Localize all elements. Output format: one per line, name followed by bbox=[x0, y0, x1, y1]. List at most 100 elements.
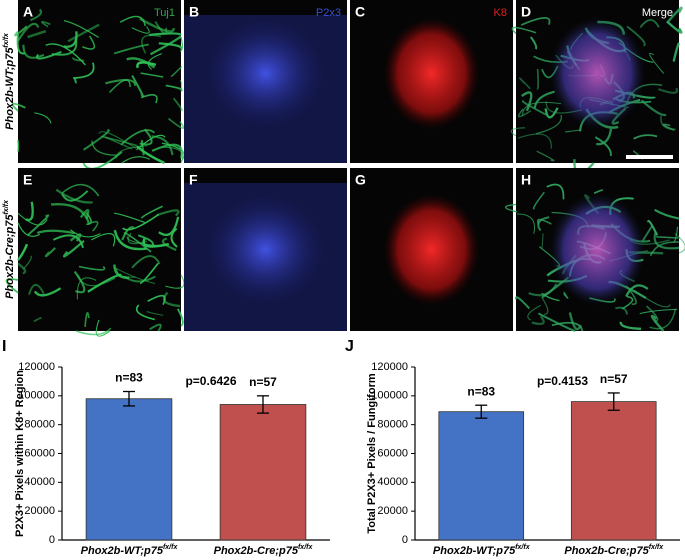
nerve-fiber bbox=[63, 19, 99, 38]
nerve-fiber bbox=[131, 26, 150, 34]
taste-bud bbox=[383, 17, 480, 130]
nerve-fiber bbox=[522, 101, 562, 116]
nerve-fiber bbox=[69, 229, 101, 238]
x-tick-label-sup: fx/fx bbox=[515, 544, 531, 551]
nerve-fiber bbox=[146, 311, 164, 316]
nerve-fiber bbox=[121, 226, 135, 241]
x-tick-label-text: Phox2b-Cre;p75 bbox=[564, 545, 649, 557]
nerve-fiber bbox=[650, 314, 665, 332]
x-tick-label-sup: fx/fx bbox=[163, 544, 179, 551]
nerve-fiber bbox=[51, 37, 78, 56]
nerve-fiber bbox=[126, 236, 159, 247]
nerve-fiber bbox=[649, 52, 665, 74]
nerve-fiber bbox=[83, 129, 110, 151]
nerve-fiber bbox=[167, 117, 185, 129]
nerve-fiber bbox=[34, 112, 52, 124]
nerve-fiber bbox=[14, 25, 28, 37]
nerve-fiber bbox=[131, 74, 145, 98]
nerve-fiber bbox=[504, 203, 518, 213]
y-tick-label: 60000 bbox=[24, 447, 55, 459]
x-tick-label-sup: fx/fx bbox=[298, 544, 314, 551]
panel-letter: I bbox=[2, 338, 6, 355]
nerve-fiber bbox=[176, 308, 184, 327]
nerve-fiber bbox=[33, 287, 62, 297]
x-tick-label: Phox2b-WT;p75fx/fx bbox=[81, 544, 179, 557]
nerve-fiber bbox=[73, 62, 95, 79]
row-label-text: Phox2b-WT;p75 bbox=[4, 47, 16, 130]
nerve-fiber bbox=[563, 291, 569, 299]
row-label-sup: fx/fx bbox=[3, 32, 10, 48]
micrograph: D Merge bbox=[510, 0, 683, 175]
nerve-fiber bbox=[17, 262, 27, 275]
nerve-fiber bbox=[633, 134, 658, 140]
y-tick-label: 100000 bbox=[18, 390, 55, 402]
nerve-fiber bbox=[165, 274, 185, 289]
nerve-fiber bbox=[95, 319, 111, 337]
nerve-fiber bbox=[179, 79, 183, 92]
nerve-fiber bbox=[527, 304, 541, 321]
nerve-fiber bbox=[5, 278, 19, 294]
nerve-fiber bbox=[28, 283, 45, 296]
micrograph: G bbox=[350, 168, 513, 331]
nerve-fiber bbox=[17, 243, 29, 261]
x-tick-label: Phox2b-Cre;p75fx/fx bbox=[214, 544, 314, 557]
nerve-fiber bbox=[116, 268, 156, 284]
nerve-fiber bbox=[27, 29, 47, 39]
micrograph: E bbox=[5, 168, 185, 337]
nerve-fiber bbox=[170, 65, 183, 78]
channel-label: Tuj1 bbox=[154, 7, 175, 19]
nerve-fiber bbox=[51, 202, 91, 225]
nerve-fiber bbox=[63, 31, 78, 49]
nerve-fiber bbox=[140, 205, 163, 219]
nerve-fiber bbox=[98, 131, 137, 149]
channel-label: Merge bbox=[642, 7, 673, 19]
nerve-fiber bbox=[139, 17, 175, 33]
nerve-fiber bbox=[82, 35, 96, 50]
y-tick-label: 120000 bbox=[18, 361, 55, 373]
nerve-fiber bbox=[17, 212, 48, 226]
nerve-fiber bbox=[72, 57, 85, 62]
nerve-fiber bbox=[156, 209, 180, 217]
nerve-fiber bbox=[541, 292, 560, 302]
nerve-fiber bbox=[149, 323, 162, 332]
panel-letter: A bbox=[23, 4, 33, 20]
panel-letter: H bbox=[521, 172, 531, 188]
nerve-fiber bbox=[105, 78, 137, 87]
bar bbox=[570, 401, 657, 541]
nerve-fiber bbox=[621, 295, 634, 310]
p-value: p=0.6426 bbox=[185, 374, 236, 388]
panel-letter: F bbox=[189, 172, 198, 188]
nerve-fiber bbox=[151, 135, 174, 156]
error-bar bbox=[257, 395, 269, 414]
nerve-fiber bbox=[63, 240, 85, 258]
nerve-fiber bbox=[656, 236, 680, 240]
x-tick-label: Phox2b-Cre;p75fx/fx bbox=[564, 544, 664, 557]
nerve-fiber bbox=[52, 234, 84, 249]
nerve-fiber bbox=[61, 183, 100, 197]
nerve-fiber bbox=[170, 227, 178, 248]
y-tick-label: 120000 bbox=[371, 361, 408, 373]
micrograph: C K8 bbox=[350, 0, 513, 163]
nerve-fiber bbox=[140, 72, 164, 78]
nerve-fiber bbox=[564, 129, 582, 133]
x-tick-label: Phox2b-WT;p75fx/fx bbox=[433, 544, 531, 557]
error-bar bbox=[123, 390, 135, 407]
nerve-fiber bbox=[116, 267, 136, 278]
y-tick-label: 20000 bbox=[24, 505, 55, 517]
nerve-fiber bbox=[537, 216, 550, 232]
nerve-fiber bbox=[596, 128, 613, 146]
nerve-fiber bbox=[151, 143, 183, 159]
taste-bud bbox=[205, 18, 326, 129]
nerve-fiber bbox=[517, 108, 532, 118]
y-tick-label: 40000 bbox=[24, 476, 55, 488]
nerve-fiber bbox=[619, 321, 642, 330]
bar bbox=[85, 398, 173, 541]
nerve-fiber bbox=[510, 127, 526, 137]
nerve-fiber bbox=[23, 255, 32, 270]
nerve-fiber bbox=[536, 68, 539, 90]
nerve-fiber bbox=[91, 233, 116, 247]
nerve-fiber bbox=[33, 316, 42, 323]
p-value: p=0.4153 bbox=[537, 374, 588, 388]
nerve-fiber bbox=[658, 87, 679, 94]
nerve-fiber bbox=[158, 42, 183, 51]
